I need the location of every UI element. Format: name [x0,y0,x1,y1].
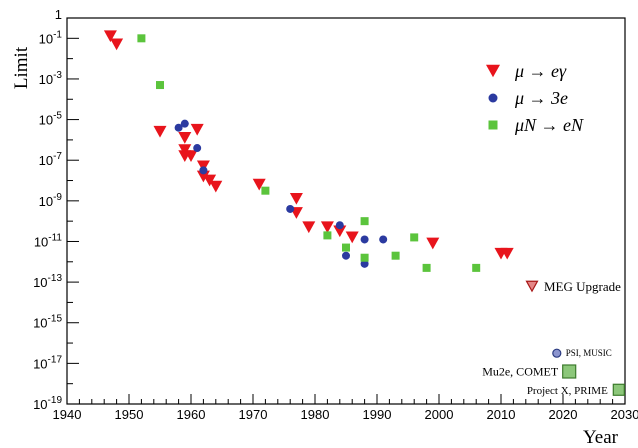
y-tick-label: 10-3 [39,70,63,87]
triangle-down-point [426,237,440,250]
y-tick-label: 1 [55,7,62,22]
triangle-down-point [333,225,347,238]
y-tick-label: 10-5 [39,111,63,128]
x-tick-label: 2020 [549,407,578,422]
triangle-down-point [302,221,316,234]
square-point [472,263,481,272]
triangle-down-point [196,170,210,183]
projection-marker [562,364,577,379]
square-point [137,34,146,43]
x-tick-label: 1980 [301,407,330,422]
legend-marker [486,64,500,78]
triangle-down-point [110,38,124,51]
projection-label: Mu2e, COMET [482,364,559,378]
x-tick-label: 1990 [363,407,392,422]
square-point [342,243,350,252]
legend-label: μ → 3e [514,88,568,108]
legend-label: μ → eγ [514,61,567,81]
triangle-down-point [289,192,303,205]
square-point [323,231,332,240]
projection-label: Project X, PRIME [527,385,608,397]
y-tick-labels: 1 10-1 10-3 10-5 10-7 10-9 10-11 10-13 10-15 10-1… [33,7,62,412]
circle-point [360,235,369,244]
triangle-down-point [252,178,266,191]
triangle-down-point [203,174,217,187]
square-point [261,186,270,195]
square-point [360,217,369,226]
circle-point [193,144,202,153]
x-tick-label: 1940 [53,407,82,422]
y-tick-label: 10-1 [39,29,63,46]
y-tick-label: 10-9 [39,192,63,209]
legend: μ → eγ μ → 3e μN → eN [486,61,584,135]
x-axis-title: Year [583,427,619,448]
legend-marker [488,120,498,130]
x-tick-label: 1960 [177,407,206,422]
circle-point [335,221,344,230]
square-point [360,253,369,262]
circle-point [180,119,189,128]
triangle-down-point [190,123,204,136]
x-tick-labels: 1940 1950 1960 1970 1980 1990 2000 2010 2020 2030 [53,407,638,422]
legend-label: μN → eN [514,115,584,135]
triangle-down-point [184,150,198,162]
x-tick-label: 2010 [487,407,516,422]
plot-frame [66,17,626,405]
x-tick-label: 1950 [115,407,144,422]
projection-label: MEG Upgrade [544,279,621,294]
projection-label: PSI, MUSIC [566,348,612,358]
triangle-down-point [345,231,359,244]
axis-ticks [66,17,626,405]
square-point [410,233,419,242]
y-tick-label: 10-19 [33,395,62,412]
y-tick-label: 10-7 [39,151,63,168]
projection-marker [612,383,625,396]
y-tick-label: 10-15 [33,314,62,331]
circle-point [342,251,350,260]
triangle-down-point [178,144,192,156]
triangle-down-point [500,247,514,260]
triangle-down-point [103,30,117,43]
x-tick-label: 2030 [611,407,638,422]
projection-marker [552,348,562,358]
y-tick-label: 10-11 [34,232,63,249]
projected-limits: MEG Upgrade PSI, MUSIC Mu2e, COMET Project … [482,279,625,397]
square-point [156,81,164,90]
circle-point [199,166,208,175]
square-point [391,251,400,260]
circle-point [360,259,369,268]
y-tick-label: 10-17 [33,354,62,371]
circle-point [174,123,183,132]
circle-point [379,235,388,244]
y-axis-title: Limit [11,46,32,89]
legend-marker [488,93,498,103]
data-points [103,30,514,272]
triangle-down-point [196,160,210,173]
triangle-down-point [209,180,223,193]
circle-point [286,204,295,213]
x-tick-label: 2000 [425,407,454,422]
y-tick-label: 10-13 [33,273,62,290]
projection-marker [525,280,539,293]
triangle-down-point [153,125,167,138]
triangle-down-point [320,221,334,234]
x-tick-label: 1970 [239,407,268,422]
triangle-down-point [178,132,192,144]
square-point [422,263,431,272]
